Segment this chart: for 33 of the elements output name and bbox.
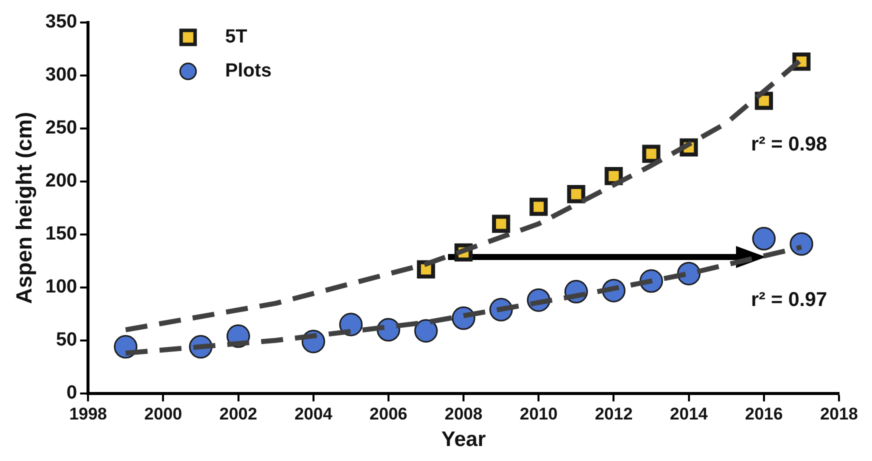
y-tick-label: 150 xyxy=(45,224,78,245)
point xyxy=(530,198,548,216)
point xyxy=(339,312,363,336)
legend-label: Plots xyxy=(225,60,272,82)
y-tick-label: 350 xyxy=(45,12,78,33)
point xyxy=(752,226,776,250)
y-axis-title: Aspen height (cm) xyxy=(11,112,36,304)
y-tick-label: 0 xyxy=(66,382,78,404)
x-tick-label: 2018 xyxy=(820,404,858,424)
y-tick-label: 200 xyxy=(45,170,78,192)
x-tick-label: 2004 xyxy=(294,404,333,424)
legend-label: 5T xyxy=(225,26,248,48)
x-axis-title: Year xyxy=(441,428,486,452)
x-tick-label: 2012 xyxy=(594,404,633,424)
annotation: r² = 0.97 xyxy=(751,289,828,312)
x-tick-label: 2014 xyxy=(670,404,708,424)
x-tick-label: 2000 xyxy=(144,404,182,424)
point xyxy=(492,214,510,233)
x-tick-label: 2010 xyxy=(520,404,558,424)
x-tick-label: 2008 xyxy=(444,404,482,424)
x-tick-label: 2016 xyxy=(744,404,783,424)
x-tick-label: 2002 xyxy=(219,404,258,424)
annotation: r² = 0.98 xyxy=(751,133,828,156)
y-tick-label: 50 xyxy=(56,330,78,351)
point xyxy=(414,319,438,343)
point xyxy=(790,232,814,256)
y-tick-label: 100 xyxy=(45,276,78,298)
y-tick-label: 250 xyxy=(45,118,78,139)
x-tick-label: 1998 xyxy=(69,404,108,424)
point xyxy=(642,144,660,163)
x-tick-label: 2006 xyxy=(370,404,408,424)
point xyxy=(567,185,586,204)
y-tick-label: 300 xyxy=(45,64,78,86)
